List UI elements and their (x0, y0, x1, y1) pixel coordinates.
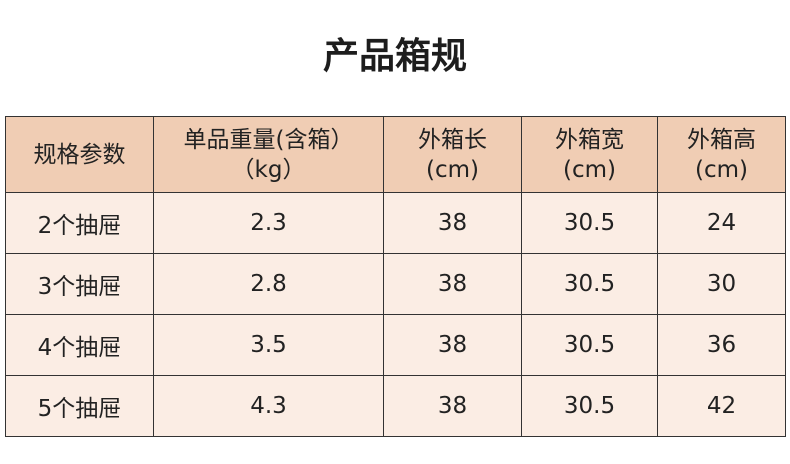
header-text: 外箱高 (687, 126, 756, 153)
table-cell: 30.5 (521, 253, 658, 315)
table-cell: 30 (657, 253, 786, 315)
header-cell: 外箱长 (cm) (383, 116, 522, 193)
header-cell: 单品重量(含箱） （kg） (153, 116, 384, 193)
title: 产品箱规 (322, 36, 467, 77)
table-cell: 42 (657, 375, 786, 437)
header-text: 外箱长 (418, 126, 487, 153)
header-text: 外箱宽 (555, 126, 624, 153)
header-text: 单品重量(含箱） (183, 126, 354, 153)
spec-table: 规格参数 单品重量(含箱） （kg） 外箱长 (cm) 外箱宽 (cm) 外箱高 (cm) 2个… (5, 116, 786, 437)
header-text: (cm) (426, 156, 479, 183)
table-cell: 30.5 (521, 192, 658, 254)
table-cell: 3.5 (153, 314, 384, 376)
table-cell: 30.5 (521, 314, 658, 376)
table-cell: 2.8 (153, 253, 384, 315)
table-row: 2个抽屉 2.3 38 30.5 24 (5, 192, 786, 254)
table-cell: 3个抽屉 (5, 253, 154, 315)
table-cell: 4个抽屉 (5, 314, 154, 376)
header-text: （kg） (231, 156, 306, 183)
table-cell: 36 (657, 314, 786, 376)
table-cell: 2个抽屉 (5, 192, 154, 254)
table-cell: 24 (657, 192, 786, 254)
table-cell: 38 (383, 375, 522, 437)
header-text: (cm) (695, 156, 748, 183)
table-body: 2个抽屉 2.3 38 30.5 24 3个抽屉 2.8 38 30.5 30 4个抽屉 3.5 38 3… (5, 192, 786, 437)
table-row: 5个抽屉 4.3 38 30.5 42 (5, 375, 786, 437)
table-cell: 5个抽屉 (5, 375, 154, 437)
header-cell: 规格参数 (5, 116, 154, 193)
table-cell: 4.3 (153, 375, 384, 437)
header-cell: 外箱宽 (cm) (521, 116, 658, 193)
header-cell: 外箱高 (cm) (657, 116, 786, 193)
table-cell: 2.3 (153, 192, 384, 254)
table-cell: 38 (383, 192, 522, 254)
table-row: 3个抽屉 2.8 38 30.5 30 (5, 253, 786, 315)
header-text: 规格参数 (33, 141, 126, 168)
table-cell: 38 (383, 253, 522, 315)
table-row: 4个抽屉 3.5 38 30.5 36 (5, 314, 786, 376)
table-cell: 38 (383, 314, 522, 376)
header-row: 规格参数 单品重量(含箱） （kg） 外箱长 (cm) 外箱宽 (cm) 外箱高 (cm) (5, 116, 786, 193)
table-cell: 30.5 (521, 375, 658, 437)
header-text: (cm) (563, 156, 616, 183)
